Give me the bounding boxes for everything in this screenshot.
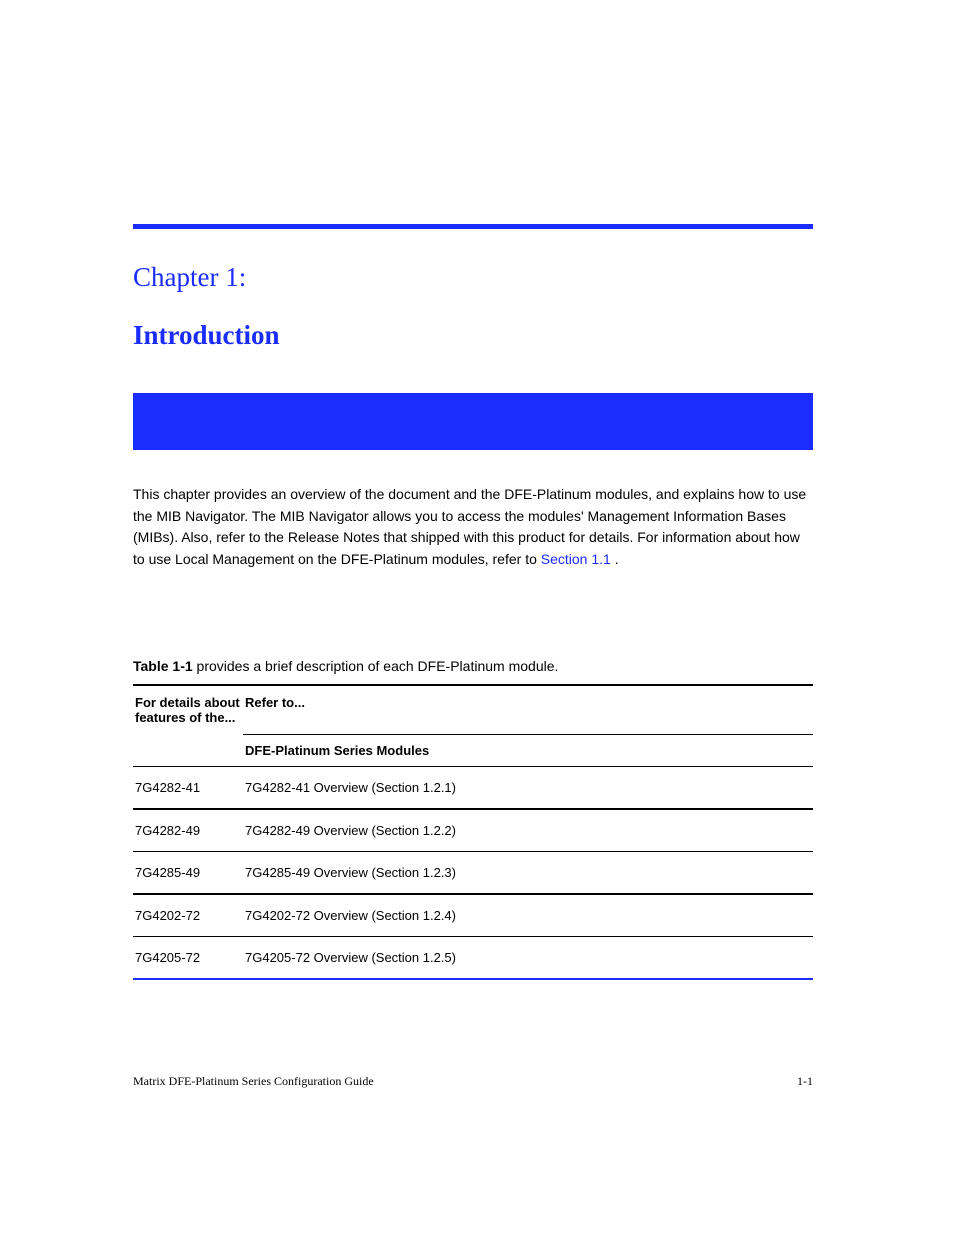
table-header-left: For details about features of the... (133, 686, 243, 734)
table-caption-label: Table 1-1 (133, 658, 193, 674)
table-subheader-label: DFE-Platinum Series Modules (243, 735, 813, 766)
table-cell-ref: 7G4202-72 Overview (Section 1.2.4) (243, 895, 813, 936)
table-row: 7G4285-49 7G4285-49 Overview (Section 1.… (133, 852, 813, 893)
table-cell-module: 7G4282-49 (133, 810, 243, 851)
section-link[interactable]: Section 1.1 (541, 551, 611, 567)
table-bottom-rule (133, 978, 813, 980)
table-row: 7G4205-72 7G4205-72 Overview (Section 1.… (133, 937, 813, 978)
table-row: 7G4202-72 7G4202-72 Overview (Section 1.… (133, 895, 813, 936)
table-header-right: Refer to... (243, 686, 813, 734)
table-cell-ref: 7G4282-49 Overview (Section 1.2.2) (243, 810, 813, 851)
table-cell-ref: 7G4282-41 Overview (Section 1.2.1) (243, 767, 813, 808)
table-cell-ref: 7G4285-49 Overview (Section 1.2.3) (243, 852, 813, 893)
table-caption: Table 1-1 provides a brief description o… (133, 658, 813, 674)
table-cell-ref: 7G4205-72 Overview (Section 1.2.5) (243, 937, 813, 978)
table-row: 7G4282-49 7G4282-49 Overview (Section 1.… (133, 810, 813, 851)
table-subheader-row: DFE-Platinum Series Modules (133, 735, 813, 766)
table-header-row: For details about features of the... Ref… (133, 686, 813, 734)
table-cell-module: 7G4285-49 (133, 852, 243, 893)
table-cell-module: 7G4282-41 (133, 767, 243, 808)
footer-page-number: 1-1 (797, 1074, 813, 1089)
table-row: 7G4282-41 7G4282-41 Overview (Section 1.… (133, 767, 813, 808)
chapter-title: Introduction (133, 320, 280, 351)
module-table: Table 1-1 provides a brief description o… (133, 658, 813, 980)
table-cell-module: 7G4202-72 (133, 895, 243, 936)
top-horizontal-rule (133, 224, 813, 229)
intro-text-part1: This chapter provides an overview of the… (133, 486, 806, 567)
section-banner (133, 393, 813, 450)
intro-paragraph: This chapter provides an overview of the… (133, 484, 813, 571)
table-cell-module: 7G4205-72 (133, 937, 243, 978)
chapter-kicker: Chapter 1: (133, 262, 246, 293)
intro-text-part2: . (615, 551, 619, 567)
table-subheader-spacer (133, 735, 243, 766)
table-caption-text: provides a brief description of each DFE… (193, 658, 559, 674)
footer-doc-title: Matrix DFE-Platinum Series Configuration… (133, 1074, 374, 1089)
